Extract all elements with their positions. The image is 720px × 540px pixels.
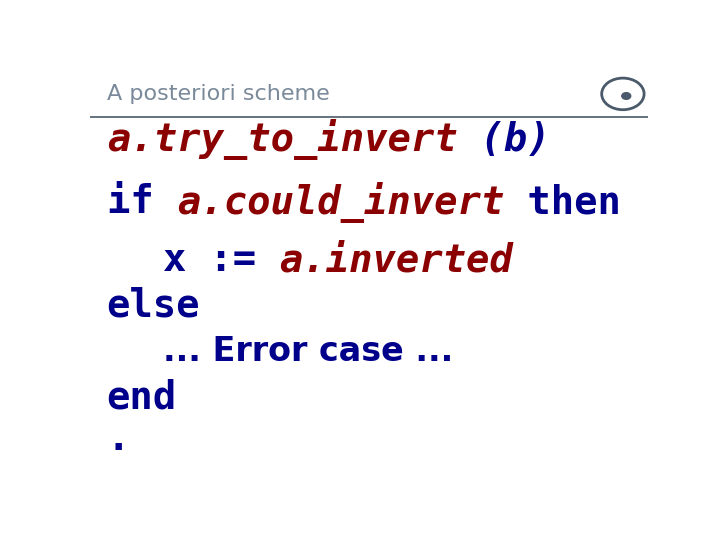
Text: a.could_invert: a.could_invert [177, 181, 504, 222]
Circle shape [622, 93, 631, 99]
Text: :=: := [186, 241, 279, 279]
Text: ... Error case ...: ... Error case ... [163, 335, 453, 368]
Text: x: x [163, 241, 186, 279]
Text: .: . [107, 420, 130, 458]
Text: end: end [107, 379, 177, 416]
Text: a.try_to_invert: a.try_to_invert [107, 119, 457, 160]
Text: then: then [504, 183, 621, 221]
Text: else: else [107, 287, 200, 325]
Text: (b): (b) [457, 120, 551, 159]
Text: A posteriori scheme: A posteriori scheme [107, 84, 330, 104]
Text: if: if [107, 183, 177, 221]
Text: a.inverted: a.inverted [279, 241, 513, 279]
